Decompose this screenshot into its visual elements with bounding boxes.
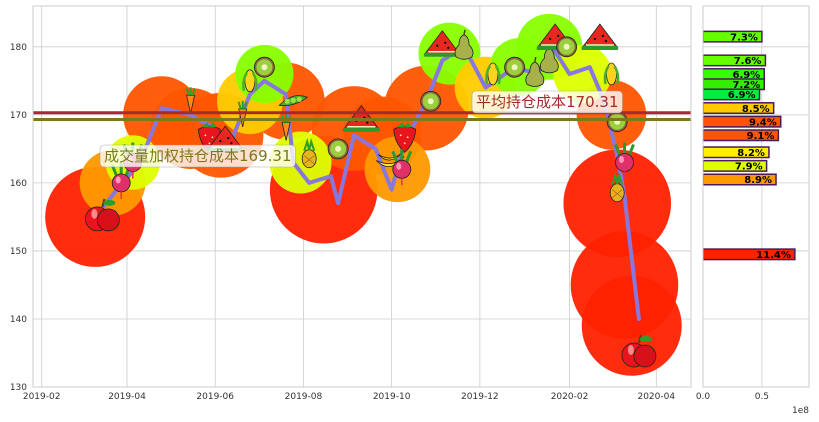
kiwi-icon [253, 56, 275, 78]
kiwi-icon [420, 90, 442, 112]
side-axis-multiplier: 1e8 [792, 406, 809, 416]
volume-distribution-bars: 7.3% 7.6% 6.9%7.2%6.9% 8.5% 9.4% 9.1% 8.2% 7.9%… [703, 30, 796, 261]
y-tick-label: 170 [10, 111, 27, 121]
y-tick-label: 150 [10, 247, 27, 257]
volume-bar [703, 88, 761, 101]
volume-bar-label: 7.6% [734, 56, 762, 67]
volume-bar-label: 6.9% [733, 70, 761, 81]
cost-lines: 平均持仓成本170.31 成交量加权持仓成本169.31 [33, 90, 691, 168]
y-tick-label: 180 [10, 43, 27, 53]
corn-icon [485, 62, 501, 86]
pineapple-icon [609, 172, 625, 203]
volume-bar [703, 115, 782, 128]
kiwi-icon [556, 36, 577, 58]
volume-bar-label: 6.9% [728, 90, 756, 101]
strawberry-icon [393, 122, 417, 153]
side-axis-ticks: 0.0 0.5 1e8 [696, 392, 809, 416]
cost-line-label: 平均持仓成本170.31 [476, 93, 619, 111]
side-x-tick-label: 0.0 [696, 392, 711, 402]
volume-bar-label: 9.4% [749, 117, 777, 128]
apple-icon [621, 334, 657, 368]
volume-bubble [123, 76, 201, 154]
volume-bar-label: 7.2% [733, 80, 761, 91]
x-tick-label: 2020-02 [551, 392, 589, 402]
volume-bar [703, 173, 777, 186]
volume-bar-label: 8.2% [737, 148, 765, 159]
cost-line-label-box [471, 90, 623, 114]
volume-bar [703, 54, 767, 67]
volume-bar [703, 248, 796, 261]
x-tick-label: 2019-12 [461, 392, 499, 402]
peas-icon [278, 95, 309, 107]
watermelon-icon [581, 23, 619, 50]
volume-bar [703, 102, 775, 115]
x-tick-label: 2020-04 [637, 392, 675, 402]
watermelon-icon [342, 105, 381, 132]
pear-icon [525, 56, 545, 87]
pear-icon [454, 29, 474, 60]
watermelon-icon [423, 30, 462, 57]
volume-bar-label: 9.1% [747, 131, 775, 142]
volume-bubble [581, 275, 682, 376]
radish-icon [614, 142, 635, 179]
volume-bar-label: 8.5% [742, 104, 770, 115]
volume-bar [703, 159, 768, 172]
side-x-tick-label: 0.5 [755, 392, 769, 402]
side-plot-frame [702, 5, 810, 388]
kiwi-icon [327, 138, 349, 160]
volume-bubble [563, 149, 672, 258]
cost-line-label-box [99, 144, 296, 168]
volume-bar-label: 7.9% [735, 162, 763, 173]
x-tick-label: 2019-08 [285, 392, 323, 402]
x-tick-label: 2019-10 [373, 392, 411, 402]
y-tick-label: 140 [10, 315, 27, 325]
pineapple-icon [301, 138, 317, 169]
x-tick-label: 2019-02 [23, 392, 61, 402]
volume-bar-label: 7.3% [730, 32, 758, 43]
corn-icon [242, 69, 258, 93]
volume-bar-label: 8.9% [744, 175, 772, 186]
kiwi-icon [504, 56, 525, 78]
volume-bar [703, 146, 770, 159]
y-tick-label: 160 [10, 179, 27, 189]
volume-bar [703, 129, 780, 142]
x-tick-label: 2019-06 [196, 392, 234, 402]
main-plot-frame [32, 5, 692, 388]
volume-bar [703, 30, 763, 43]
corn-icon [603, 62, 620, 86]
carrot-icon [185, 87, 196, 114]
y-tick-label: 130 [10, 383, 27, 393]
cost-line-label: 成交量加权持仓成本169.31 [104, 147, 292, 165]
apple-icon [85, 198, 120, 232]
axis-ticks: 2019-02 2019-04 2019-06 2019-08 2019-10 2019-… [10, 43, 676, 402]
x-tick-label: 2019-04 [108, 392, 146, 402]
volume-bar-label: 11.4% [756, 250, 791, 261]
kiwi-icon [606, 111, 628, 133]
radish-icon [391, 149, 413, 186]
